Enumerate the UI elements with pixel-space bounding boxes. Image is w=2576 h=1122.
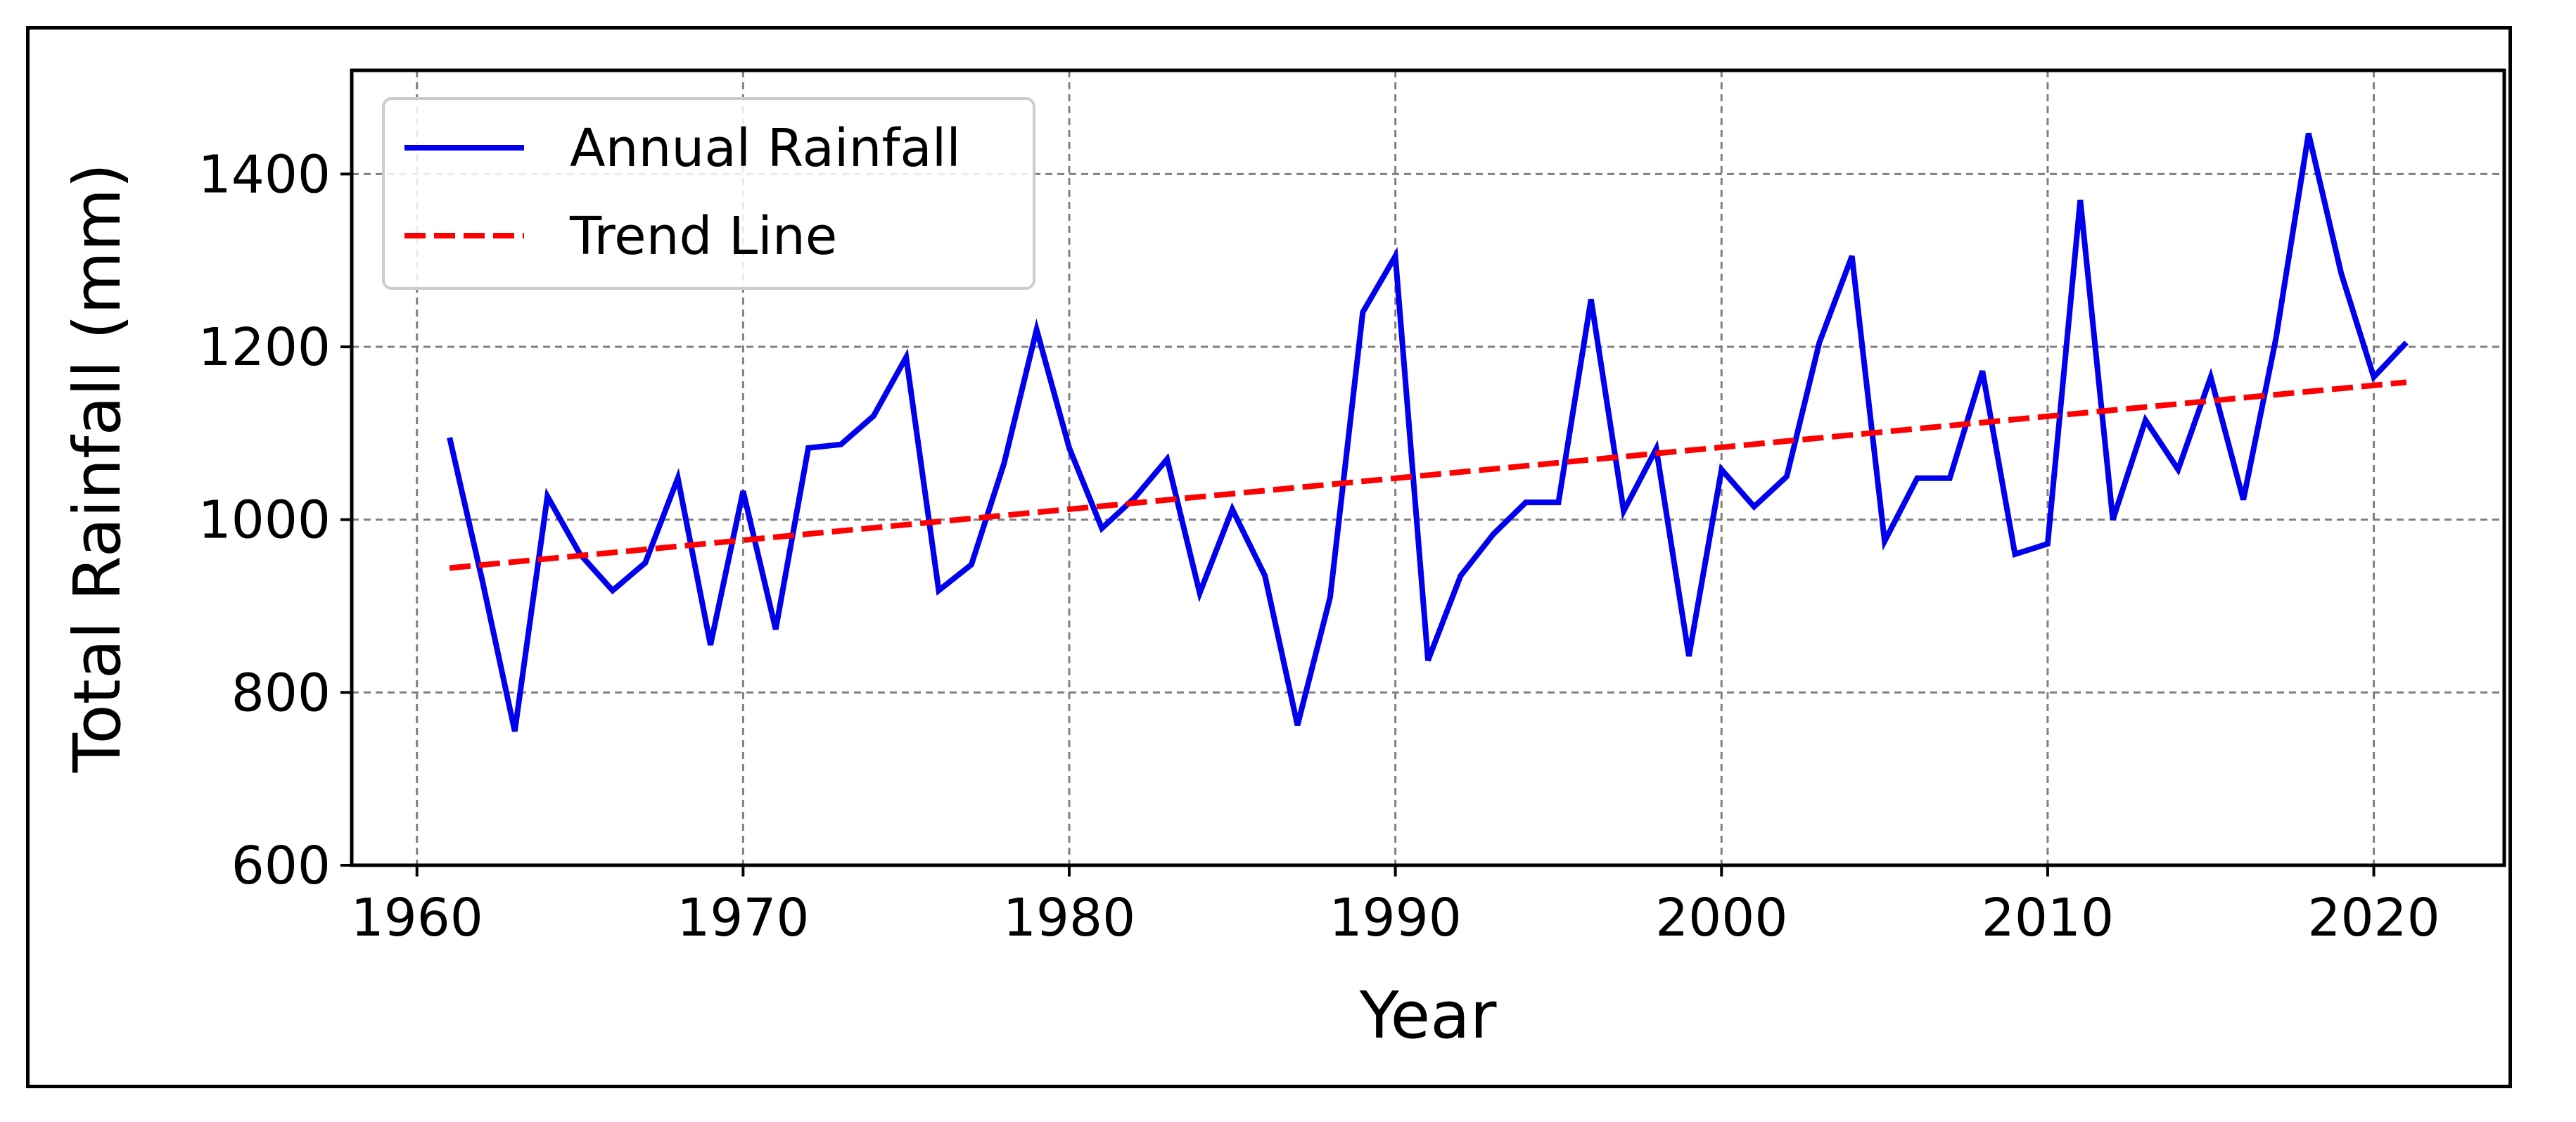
legend-label-trend-line: Trend Line: [569, 206, 837, 267]
plot-series: [447, 132, 2409, 732]
y-tick-label: 600: [231, 836, 331, 896]
y-tick-label: 800: [231, 663, 331, 723]
legend-label-annual-rainfall: Annual Rainfall: [570, 118, 961, 179]
x-tick-label: 2020: [2307, 888, 2440, 948]
y-tick-label: 1200: [198, 317, 331, 378]
series-line-trend-line: [449, 379, 2407, 571]
x-tick-label: 2000: [1655, 888, 1787, 948]
x-tick-label: 1970: [677, 888, 809, 948]
x-tick-label: 1980: [1003, 888, 1135, 948]
y-axis-title: Total Rainfall (mm): [60, 163, 135, 773]
x-tick-label: 1960: [351, 888, 483, 948]
legend-box: [382, 97, 1035, 290]
x-tick-label: 2010: [1982, 888, 2114, 948]
x-axis-title: Year: [1359, 978, 1497, 1053]
y-tick-label: 1400: [198, 144, 331, 205]
series-line-annual-rainfall: [447, 132, 2409, 732]
y-tick-label: 1000: [198, 490, 331, 551]
grid-lines: [352, 70, 2504, 865]
legend: Annual Rainfall Trend Line: [382, 97, 1035, 290]
plot-area-border: [350, 68, 2506, 867]
x-tick-label: 1990: [1329, 888, 1461, 948]
axis-ticks: 1960 1970 1980 1990 2000 2010 2020 600 800 1000 12…: [198, 144, 2440, 948]
